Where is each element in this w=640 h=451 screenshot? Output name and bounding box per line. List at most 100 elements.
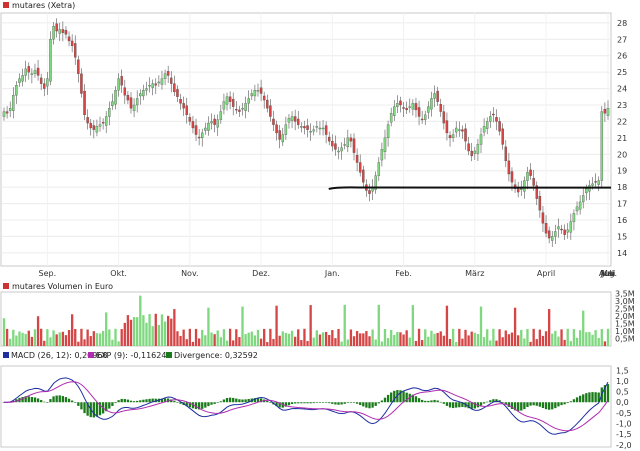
- candle-body: [563, 229, 566, 235]
- divergence-bar: [241, 399, 244, 403]
- volume-bar: [386, 338, 390, 346]
- volume-bar: [197, 338, 201, 346]
- divergence-bar: [560, 402, 563, 406]
- volume-bar: [154, 313, 157, 346]
- volume-bar: [250, 331, 253, 346]
- divergence-bar: [309, 402, 312, 404]
- candle-body: [520, 188, 523, 190]
- divergence-bar: [606, 384, 610, 403]
- volume-bar: [504, 330, 507, 346]
- candle-body: [578, 201, 582, 210]
- divergence-bar: [238, 399, 241, 403]
- divergence-bar: [365, 402, 368, 408]
- volume-bar: [235, 329, 238, 346]
- candle-body: [2, 111, 6, 117]
- price-x-tick-label: Jan.: [324, 269, 340, 278]
- candle-body: [287, 117, 291, 123]
- volume-bar: [473, 332, 476, 346]
- candle-body: [591, 183, 594, 186]
- candle-body: [272, 118, 275, 125]
- divergence-bar: [507, 402, 511, 407]
- volume-bar: [340, 341, 343, 346]
- divergence-bar: [448, 402, 452, 408]
- volume-bar: [86, 329, 89, 346]
- divergence-bar: [359, 402, 362, 406]
- divergence-bar: [58, 395, 61, 403]
- volume-bar: [160, 314, 164, 346]
- divergence-bar: [436, 400, 439, 403]
- volume-bar: [21, 332, 24, 346]
- divergence-bar: [377, 402, 380, 404]
- volume-bar: [148, 314, 151, 346]
- volume-bar: [566, 328, 569, 346]
- candle-body: [70, 40, 74, 47]
- candle-body: [12, 94, 15, 111]
- candle-body: [439, 104, 442, 112]
- volume-bar: [563, 339, 566, 346]
- divergence-bar: [216, 402, 219, 403]
- divergence-bar: [173, 400, 176, 403]
- volume-bar: [349, 329, 353, 346]
- volume-bar: [315, 330, 319, 346]
- divergence-bar: [520, 402, 523, 411]
- volume-bar: [390, 330, 393, 346]
- divergence-bar: [411, 394, 415, 403]
- volume-bar: [603, 341, 607, 346]
- volume-bar: [284, 332, 288, 346]
- volume-bar: [417, 328, 421, 346]
- candle-body: [476, 144, 480, 154]
- candle-body: [337, 150, 340, 153]
- volume-bar: [80, 328, 83, 346]
- divergence-bar: [328, 402, 331, 404]
- divergence-bar: [154, 398, 157, 403]
- candle-body: [470, 150, 473, 157]
- volume-plot-frame: [0, 291, 612, 347]
- volume-bar: [89, 336, 92, 346]
- divergence-bar: [578, 395, 582, 403]
- candle-body: [306, 125, 309, 130]
- divergence-bar: [24, 396, 27, 403]
- candle-body: [606, 108, 610, 116]
- support-trend-line: [328, 186, 612, 190]
- price-x-axis: Sep. Okt. Nov. Dez. Jan. Feb. März April MaiJuni…: [39, 269, 618, 278]
- divergence-bar: [256, 398, 260, 403]
- macd-plot-frame: [0, 365, 612, 448]
- candle-body: [235, 108, 238, 111]
- candle-body: [160, 78, 164, 85]
- candle-body: [489, 116, 492, 122]
- candle-body: [108, 108, 111, 117]
- volume-bar: [544, 331, 548, 346]
- volume-bar: [600, 329, 603, 346]
- price-x-tick-label: Okt.: [110, 269, 127, 278]
- volume-bar: [123, 322, 126, 346]
- volume-bar: [136, 317, 139, 346]
- volume-bar: [12, 329, 15, 346]
- volume-bar: [582, 310, 585, 346]
- divergence-bar: [489, 400, 492, 403]
- candle-body: [300, 126, 303, 128]
- price-y-axis: 14 15 16 17 18 19 20 21 22 23 24 25 26 27 28: [617, 19, 627, 258]
- divergence-bar: [312, 402, 315, 404]
- candle-body: [74, 43, 77, 58]
- divergence-bar: [86, 402, 89, 416]
- volume-bar: [2, 318, 6, 346]
- volume-y-tick-label: 2,5M: [615, 305, 635, 314]
- volume-bar: [5, 328, 9, 346]
- divergence-bar: [269, 402, 272, 403]
- candle-body: [284, 124, 288, 135]
- volume-bar: [591, 334, 594, 346]
- candle-body: [430, 98, 433, 110]
- volume-bar: [15, 335, 18, 346]
- candle-body: [117, 78, 120, 91]
- volume-bar: [232, 340, 235, 346]
- candle-body: [241, 108, 244, 110]
- volume-bar: [541, 335, 545, 346]
- candle-body: [201, 132, 204, 139]
- candle-body: [21, 75, 24, 82]
- macd-y-tick-label: -2,0: [616, 441, 632, 450]
- candle-body: [374, 175, 377, 190]
- divergence-bar: [551, 402, 554, 410]
- candle-body: [566, 229, 569, 233]
- volume-bar: [414, 340, 418, 346]
- candle-body: [114, 90, 117, 105]
